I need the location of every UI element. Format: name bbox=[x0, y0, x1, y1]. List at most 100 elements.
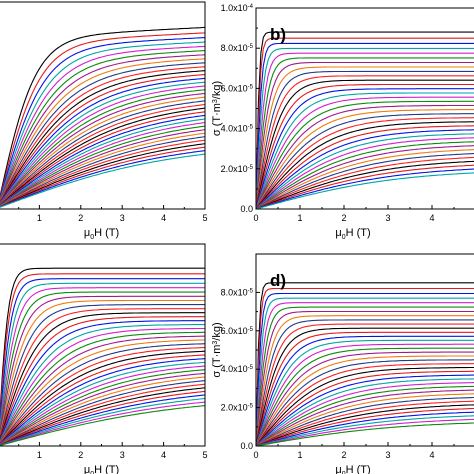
series-line bbox=[0, 316, 205, 442]
series-line bbox=[256, 57, 474, 209]
series-line bbox=[0, 125, 205, 207]
series-line bbox=[0, 150, 205, 208]
series-line bbox=[0, 320, 205, 443]
panel-label: b) bbox=[270, 25, 286, 44]
series-line bbox=[256, 52, 474, 209]
series-line bbox=[256, 319, 474, 446]
series-line bbox=[256, 156, 474, 209]
series-group bbox=[256, 31, 474, 209]
x-tick-label: 3 bbox=[120, 450, 125, 460]
series-line bbox=[256, 315, 474, 446]
series-line bbox=[256, 422, 474, 446]
series-line bbox=[256, 70, 474, 209]
x-tick-label: 0 bbox=[253, 213, 258, 223]
series-line bbox=[0, 92, 205, 206]
series-line bbox=[0, 335, 205, 444]
series-line bbox=[256, 96, 474, 209]
panel-a: 1 2 3 4 5 μ0H (T) bbox=[0, 1, 208, 241]
series-line bbox=[0, 143, 205, 208]
series-line bbox=[256, 129, 474, 209]
x-tick-label: 4 bbox=[429, 450, 434, 460]
series-line bbox=[256, 378, 474, 446]
series-line bbox=[0, 287, 205, 434]
series-line bbox=[256, 79, 474, 209]
series-line bbox=[0, 361, 205, 446]
x-tick-label: 1 bbox=[37, 450, 42, 460]
series-line bbox=[256, 42, 474, 209]
series-line bbox=[256, 370, 474, 446]
y-axis-title: σ (T·m3/kg) bbox=[211, 322, 223, 377]
series-line bbox=[0, 26, 205, 199]
series-line bbox=[0, 390, 205, 446]
panel-d: 0 1 2 3 4 0.0 2.0x10-5 4.0x10-5 6.0x10-5 8.0x10-5… bbox=[211, 253, 474, 474]
panel-c: 1 2 3 4 5 μ0H (T) bbox=[0, 243, 208, 474]
series-line bbox=[0, 136, 205, 208]
series-line bbox=[0, 45, 205, 202]
series-line bbox=[0, 77, 205, 205]
series-line bbox=[0, 129, 205, 207]
x-tick-label: 3 bbox=[385, 213, 390, 223]
series-line bbox=[0, 397, 205, 446]
series-line bbox=[256, 407, 474, 446]
series-line bbox=[0, 380, 205, 446]
series-line bbox=[256, 297, 474, 446]
y-tick-label: 6.0x10-5 bbox=[221, 83, 254, 93]
x-tick-label: 1 bbox=[297, 213, 302, 223]
series-line bbox=[256, 47, 474, 209]
series-line bbox=[0, 54, 205, 203]
series-line bbox=[256, 287, 474, 446]
x-axis-title: μ0H (T) bbox=[335, 464, 370, 474]
series-line bbox=[0, 346, 205, 445]
y-tick-label: 8.0x10-5 bbox=[221, 43, 254, 53]
series-line bbox=[256, 343, 474, 446]
series-line bbox=[0, 107, 205, 206]
series-line bbox=[256, 88, 474, 209]
series-line bbox=[0, 50, 205, 203]
series-line bbox=[256, 282, 474, 446]
series-line bbox=[256, 396, 474, 446]
series-line bbox=[0, 89, 205, 206]
series-line bbox=[0, 278, 205, 429]
series-line bbox=[256, 363, 474, 446]
series-line bbox=[256, 415, 474, 446]
x-tick-label: 5 bbox=[202, 450, 207, 460]
series-line bbox=[256, 168, 474, 209]
series-line bbox=[256, 347, 474, 446]
series-line bbox=[0, 146, 205, 208]
series-line bbox=[0, 295, 205, 438]
series-line bbox=[256, 351, 474, 446]
y-tick-label: 6.0x10-5 bbox=[221, 326, 254, 336]
series-line bbox=[256, 418, 474, 446]
series-line bbox=[0, 304, 205, 440]
series-line bbox=[256, 366, 474, 446]
series-line bbox=[256, 404, 474, 446]
y-tick-label: 8.0x10-5 bbox=[221, 287, 254, 297]
series-line bbox=[0, 282, 205, 432]
series-line bbox=[0, 308, 205, 441]
x-axis-title: μ0H (T) bbox=[335, 227, 370, 241]
series-line bbox=[0, 114, 205, 207]
series-line bbox=[256, 359, 474, 446]
series-line bbox=[0, 383, 205, 446]
series-line bbox=[0, 331, 205, 444]
panel-label: d) bbox=[270, 271, 286, 290]
series-line bbox=[256, 393, 474, 446]
series-line bbox=[256, 310, 474, 446]
series-line bbox=[256, 355, 474, 446]
x-axis-title: μ0H (T) bbox=[84, 464, 119, 474]
series-line bbox=[256, 31, 474, 209]
series-line bbox=[0, 354, 205, 445]
series-line bbox=[256, 121, 474, 209]
x-tick-label: 1 bbox=[37, 213, 42, 223]
series-line bbox=[0, 103, 205, 206]
series-group bbox=[256, 282, 474, 446]
x-tick-label: 4 bbox=[161, 213, 166, 223]
series-line bbox=[256, 133, 474, 209]
series-line bbox=[0, 369, 205, 446]
y-tick-label: 0.0 bbox=[240, 204, 253, 214]
x-tick-label: 5 bbox=[202, 213, 207, 223]
series-line bbox=[0, 324, 205, 443]
series-line bbox=[0, 100, 205, 206]
series-line bbox=[0, 401, 205, 446]
series-group bbox=[0, 267, 205, 446]
